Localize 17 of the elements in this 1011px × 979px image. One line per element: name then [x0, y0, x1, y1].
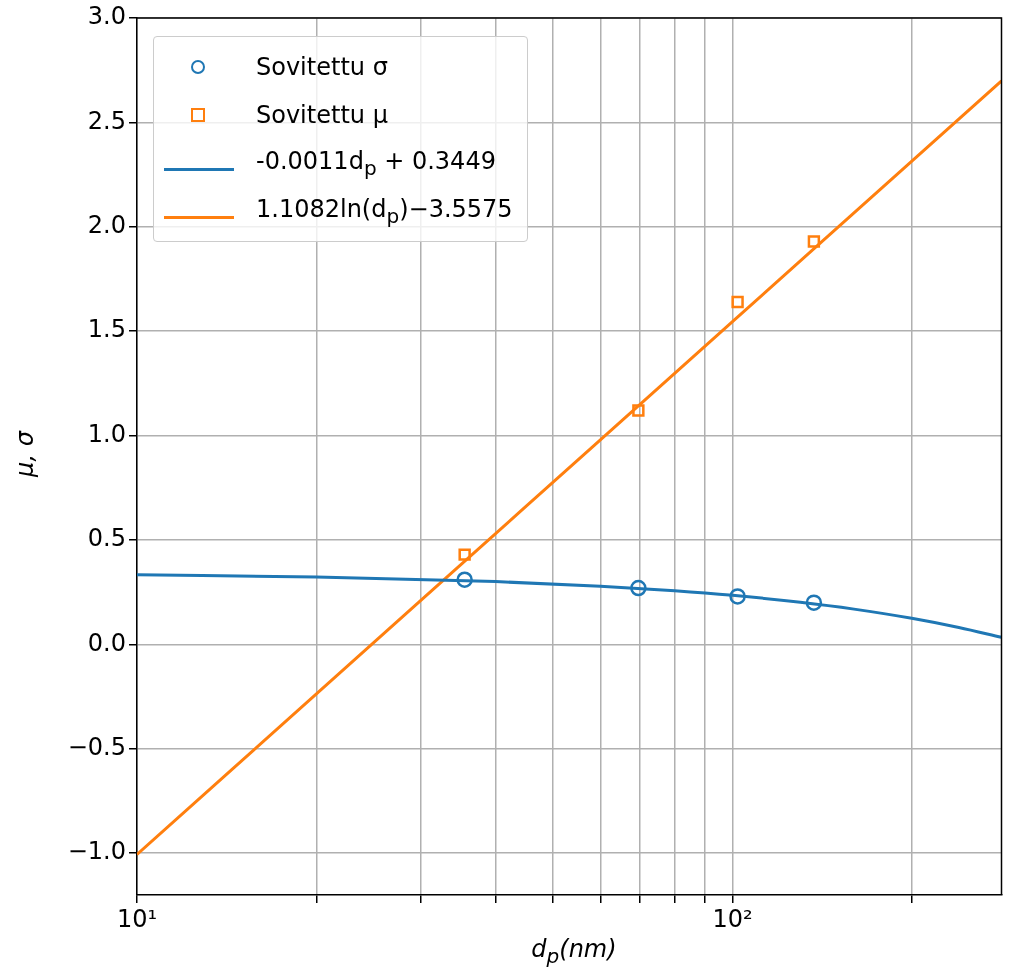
y-tick-label: 0.5	[87, 524, 126, 553]
y-tick-label: −0.5	[67, 733, 126, 762]
legend-label: -0.0011d$_{p}$ + 0.3449	[256, 146, 496, 180]
legend-label: Sovitettu σ	[256, 53, 388, 81]
y-tick-label: 3.0	[87, 2, 126, 31]
legend-label: Sovitettu μ	[256, 101, 388, 129]
y-tick-label: 0.0	[87, 628, 126, 657]
y-tick-label: 1.0	[87, 419, 126, 448]
x-tick-label: 10²	[712, 904, 753, 933]
y-tick-label: −1.0	[67, 837, 126, 866]
legend-label: 1.1082ln(d$_{p}$)−3.5575	[256, 194, 513, 228]
y-axis-title: μ, σ	[11, 429, 39, 480]
y-tick-label: 2.5	[87, 106, 126, 135]
y-tick-label: 1.5	[87, 315, 126, 344]
x-tick-label: 10¹	[116, 904, 158, 933]
x-axis-title: d$_{p}$(nm)	[530, 935, 618, 968]
y-tick-label: 2.0	[87, 211, 126, 240]
